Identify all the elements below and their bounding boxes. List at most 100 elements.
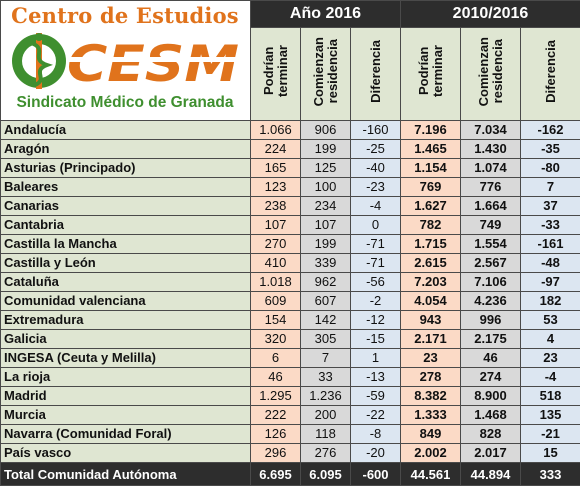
- group-header-2010-2016: 2010/2016: [400, 0, 580, 28]
- cell-comienzan-2016: 305: [300, 329, 351, 349]
- cell-diferencia-2016: -15: [350, 329, 401, 349]
- logo-title: Centro de Estudios: [11, 3, 239, 28]
- cell-diferencia-2016: -12: [350, 310, 401, 330]
- cell-comienzan-2010-2016: 828: [460, 424, 521, 444]
- cell-diferencia-2016: -20: [350, 443, 401, 463]
- cell-diferencia-2016: 0: [350, 215, 401, 235]
- table-row: Cataluña 1.018 962 -56 7.203 7.106 -97: [0, 272, 580, 292]
- cell-diferencia-2016: -71: [350, 253, 401, 273]
- region-name: Canarias: [0, 196, 251, 216]
- cell-podrian-2010-2016: 8.382: [400, 386, 461, 406]
- cell-podrian-2010-2016: 782: [400, 215, 461, 235]
- cell-comienzan-2010-2016: 2.175: [460, 329, 521, 349]
- cell-podrian-2016: 165: [250, 158, 301, 178]
- cell-podrian-2010-2016: 1.333: [400, 405, 461, 425]
- region-name: País vasco: [0, 443, 251, 463]
- cell-podrian-2010-2016: 7.203: [400, 272, 461, 292]
- table-row: País vasco 296 276 -20 2.002 2.017 15: [0, 443, 580, 463]
- cell-podrian-2016: 320: [250, 329, 301, 349]
- cell-comienzan-2016: 607: [300, 291, 351, 311]
- cell-comienzan-2010-2016: 1.468: [460, 405, 521, 425]
- cell-podrian-2010-2016: 769: [400, 177, 461, 197]
- table-row: Galicia 320 305 -15 2.171 2.175 4: [0, 329, 580, 349]
- cell-diferencia-2010-2016: -21: [520, 424, 580, 444]
- cell-comienzan-2016: 339: [300, 253, 351, 273]
- cell-comienzan-2016: 142: [300, 310, 351, 330]
- cell-podrian-2010-2016: 1.715: [400, 234, 461, 254]
- cell-diferencia-2010-2016: 135: [520, 405, 580, 425]
- total-comienzan-2010-2016: 44.894: [460, 462, 521, 486]
- cell-diferencia-2016: -40: [350, 158, 401, 178]
- cell-comienzan-2010-2016: 749: [460, 215, 521, 235]
- cell-comienzan-2016: 125: [300, 158, 351, 178]
- cell-podrian-2010-2016: 2.002: [400, 443, 461, 463]
- total-podrian-2016: 6.695: [250, 462, 301, 486]
- cell-podrian-2016: 410: [250, 253, 301, 273]
- region-name: Madrid: [0, 386, 251, 406]
- total-diferencia-2010-2016: 333: [520, 462, 580, 486]
- col-header-comienzan-residencia: Comienzan residencia: [300, 27, 351, 121]
- region-name: Andalucía: [0, 120, 251, 140]
- cell-diferencia-2016: -13: [350, 367, 401, 387]
- region-name: Asturias (Principado): [0, 158, 251, 178]
- region-name: Castilla la Mancha: [0, 234, 251, 254]
- cell-comienzan-2016: 200: [300, 405, 351, 425]
- table-row: Murcia 222 200 -22 1.333 1.468 135: [0, 405, 580, 425]
- region-name: Baleares: [0, 177, 251, 197]
- cell-diferencia-2016: -56: [350, 272, 401, 292]
- total-comienzan-2016: 6.095: [300, 462, 351, 486]
- table-row: Castilla la Mancha 270 199 -71 1.715 1.554 -16…: [0, 234, 580, 254]
- cell-podrian-2010-2016: 1.154: [400, 158, 461, 178]
- cell-diferencia-2010-2016: -161: [520, 234, 580, 254]
- region-name: Extremadura: [0, 310, 251, 330]
- total-podrian-2010-2016: 44.561: [400, 462, 461, 486]
- table-row: Extremadura 154 142 -12 943 996 53: [0, 310, 580, 330]
- cell-diferencia-2010-2016: -162: [520, 120, 580, 140]
- cell-podrian-2016: 609: [250, 291, 301, 311]
- cesm-logo-mark: CESM: [12, 33, 239, 93]
- cell-diferencia-2010-2016: -4: [520, 367, 580, 387]
- table-row: Castilla y León 410 339 -71 2.615 2.567 -48: [0, 253, 580, 273]
- cell-comienzan-2016: 33: [300, 367, 351, 387]
- region-name: Cantabria: [0, 215, 251, 235]
- cell-podrian-2016: 238: [250, 196, 301, 216]
- table-row: Baleares 123 100 -23 769 776 7: [0, 177, 580, 197]
- cell-comienzan-2016: 1.236: [300, 386, 351, 406]
- cell-comienzan-2016: 199: [300, 139, 351, 159]
- cell-podrian-2016: 107: [250, 215, 301, 235]
- region-name: Castilla y León: [0, 253, 251, 273]
- cell-comienzan-2016: 962: [300, 272, 351, 292]
- cell-podrian-2010-2016: 1.627: [400, 196, 461, 216]
- region-name: Cataluña: [0, 272, 251, 292]
- table-row: Andalucía 1.066 906 -160 7.196 7.034 -162: [0, 120, 580, 140]
- cell-diferencia-2016: -8: [350, 424, 401, 444]
- cell-comienzan-2016: 276: [300, 443, 351, 463]
- cell-comienzan-2010-2016: 4.236: [460, 291, 521, 311]
- table-row: INGESA (Ceuta y Melilla) 6 7 1 23 46 23: [0, 348, 580, 368]
- cell-podrian-2010-2016: 23: [400, 348, 461, 368]
- cell-diferencia-2016: -4: [350, 196, 401, 216]
- cell-diferencia-2010-2016: 53: [520, 310, 580, 330]
- logo-subtitle: Sindicato Médico de Granada: [16, 94, 234, 111]
- cell-diferencia-2010-2016: 37: [520, 196, 580, 216]
- region-name: Galicia: [0, 329, 251, 349]
- cell-podrian-2010-2016: 2.171: [400, 329, 461, 349]
- cell-diferencia-2010-2016: -80: [520, 158, 580, 178]
- cell-podrian-2010-2016: 849: [400, 424, 461, 444]
- cell-comienzan-2016: 100: [300, 177, 351, 197]
- col-header-comienzan-residencia: Comienzan residencia: [460, 27, 521, 121]
- cell-comienzan-2010-2016: 2.567: [460, 253, 521, 273]
- col-header-podrian-terminar: Podrían terminar: [400, 27, 461, 121]
- cell-comienzan-2010-2016: 1.074: [460, 158, 521, 178]
- region-name: Aragón: [0, 139, 251, 159]
- cell-podrian-2016: 296: [250, 443, 301, 463]
- cell-diferencia-2010-2016: 4: [520, 329, 580, 349]
- col-header-diferencia: Diferencia: [350, 27, 401, 121]
- cell-podrian-2016: 123: [250, 177, 301, 197]
- cell-diferencia-2016: -2: [350, 291, 401, 311]
- cell-podrian-2016: 126: [250, 424, 301, 444]
- table-row: La rioja 46 33 -13 278 274 -4: [0, 367, 580, 387]
- table-row: Navarra (Comunidad Foral) 126 118 -8 849 828-…: [0, 424, 580, 444]
- total-label: Total Comunidad Autónoma: [0, 462, 251, 486]
- table-row: Aragón 224 199 -25 1.465 1.430 -35: [0, 139, 580, 159]
